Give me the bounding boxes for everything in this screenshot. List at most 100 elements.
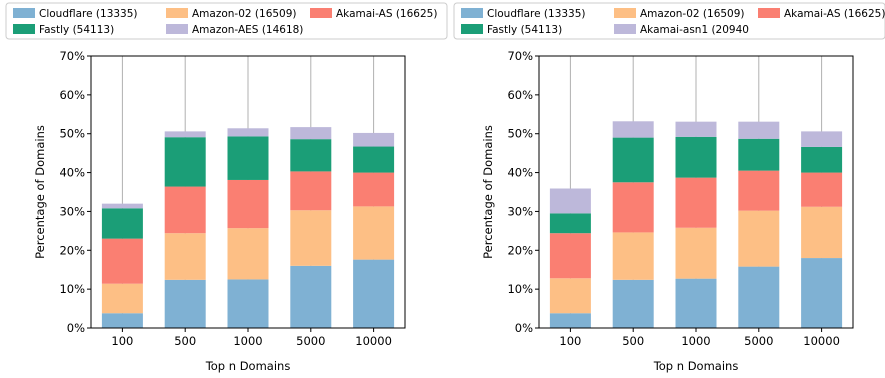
y-tick-label: 0% (67, 321, 85, 335)
bar-segment (290, 139, 332, 172)
y-tick-label: 20% (59, 243, 85, 257)
legend-item: Akamai-asn1 (20940 (614, 24, 749, 36)
y-tick-label: 70% (507, 49, 533, 63)
bar-segment (227, 179, 269, 229)
bar-segment (738, 121, 780, 139)
legend-item: Akamai-AS (16625) (310, 8, 437, 20)
x-tick-label: 500 (174, 334, 196, 348)
x-tick-label: 100 (111, 334, 133, 348)
bar-segment (801, 131, 843, 147)
bar-segment (612, 137, 654, 183)
bar-segment (227, 228, 269, 280)
x-tick-label: 10000 (803, 334, 840, 348)
bar-segment (101, 203, 143, 209)
bar-segment (164, 137, 206, 187)
bar-segment (290, 171, 332, 211)
x-tick-label: 500 (622, 334, 644, 348)
bar-segment (801, 258, 843, 328)
legend-item: Fastly (54113) (13, 24, 114, 36)
y-tick-label: 60% (59, 88, 85, 102)
bar-segment (353, 172, 395, 207)
chart-2: Cloudflare (13335) Amazon-02 (16509) Akama… (453, 2, 885, 373)
legend-label: Cloudflare (13335) (39, 8, 138, 20)
legend-label: Akamai-AS (16625) (784, 8, 885, 20)
legend-item: Amazon-02 (16509) (166, 8, 297, 20)
y-tick-label: 10% (59, 282, 85, 296)
bar-segment (612, 182, 654, 233)
bar-segment (738, 266, 780, 328)
y-tick-label: 50% (507, 127, 533, 141)
bar-segment (675, 177, 717, 228)
bar-segment (290, 127, 332, 140)
legend-item: Amazon-02 (16509) (614, 8, 745, 20)
bar-segment (290, 210, 332, 266)
y-tick-label: 40% (59, 166, 85, 180)
legend: Cloudflare (13335) Amazon-02 (16509) Akama… (453, 2, 885, 40)
x-tick-label: 1000 (233, 334, 262, 348)
legend-label: Akamai-AS (16625) (336, 8, 437, 20)
chart-1: Cloudflare (13335) Amazon-02 (16509) Akama… (5, 2, 448, 373)
y-tick-label: 20% (507, 243, 533, 257)
x-axis-label: Top n Domains (205, 359, 291, 373)
legend-swatch (461, 24, 483, 34)
x-tick-label: 5000 (744, 334, 773, 348)
bar-segment (675, 121, 717, 137)
y-tick-label: 60% (507, 88, 533, 102)
legend-swatch (166, 8, 188, 18)
x-tick-label: 100 (559, 334, 581, 348)
bar-segment (612, 279, 654, 328)
bar-segment (101, 238, 143, 284)
bar-segment (738, 138, 780, 171)
bar-segment (227, 279, 269, 328)
bar-segment (101, 283, 143, 314)
legend-label: Fastly (54113) (39, 24, 114, 36)
legend-box (5, 2, 448, 40)
bar-segment (290, 265, 332, 328)
legend-swatch (758, 8, 780, 18)
bar-segment (801, 172, 843, 207)
bar-segment (353, 206, 395, 260)
legend-label: Amazon-AES (14618) (192, 24, 303, 36)
bar-segment (227, 128, 269, 137)
x-axis-label: Top n Domains (653, 359, 739, 373)
bar-segment (164, 233, 206, 280)
bar-segment (549, 213, 591, 234)
y-tick-label: 30% (59, 204, 85, 218)
bar-segment (612, 121, 654, 138)
legend-swatch (13, 24, 35, 34)
bar-segment (353, 132, 395, 147)
bar-segment (738, 170, 780, 211)
legend-item: Akamai-AS (16625) (758, 8, 885, 20)
legend-swatch (13, 8, 35, 18)
bar-segment (801, 206, 843, 259)
legend-label: Amazon-02 (16509) (192, 8, 297, 20)
legend-swatch (461, 8, 483, 18)
legend-swatch (614, 8, 636, 18)
y-tick-label: 10% (507, 282, 533, 296)
bar-segment (227, 136, 269, 180)
bar-segment (101, 313, 143, 328)
bar-segment (675, 136, 717, 178)
bars (101, 127, 395, 328)
y-tick-label: 50% (59, 127, 85, 141)
bar-segment (675, 278, 717, 328)
bar-segment (738, 210, 780, 267)
y-axis-label: Percentage of Domains (481, 125, 495, 259)
bar-segment (164, 131, 206, 138)
legend-item: Cloudflare (13335) (461, 8, 586, 20)
bar-segment (164, 186, 206, 234)
x-tick-label: 5000 (296, 334, 325, 348)
y-tick-label: 40% (507, 166, 533, 180)
bar-segment (549, 313, 591, 328)
bar-segment (549, 188, 591, 214)
legend-label: Cloudflare (13335) (487, 8, 586, 20)
bar-segment (675, 227, 717, 279)
bar-segment (549, 233, 591, 279)
legend-item: Cloudflare (13335) (13, 8, 138, 20)
legend-label: Amazon-02 (16509) (640, 8, 745, 20)
bar-segment (353, 259, 395, 328)
bar-segment (612, 232, 654, 280)
bar-segment (353, 146, 395, 173)
